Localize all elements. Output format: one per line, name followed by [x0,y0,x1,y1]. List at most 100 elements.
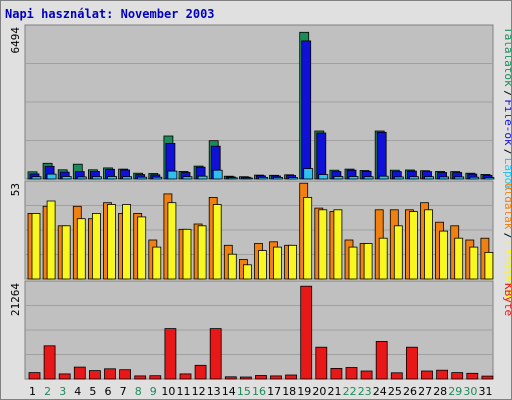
bar-top-Lapok-day-26 [408,176,419,180]
bar-middle-Oldalak-day-12 [197,225,207,280]
x-tick-label-day-28: 28 [433,385,447,398]
bar-middle-Oldalak-day-15 [242,264,252,280]
x-tick-label-day-25: 25 [388,385,402,398]
bar-middle-Oldalak-day-23 [363,243,373,280]
y-max-label-top: 6494 [9,27,22,54]
x-tick-label-day-7: 7 [120,385,127,398]
bar-top-Lapok-day-1 [31,176,42,180]
bar-bottom-KByte-day-1 [28,372,41,380]
x-tick-label-day-9: 9 [150,385,157,398]
bar-bottom-KByte-day-2 [43,345,56,380]
bar-bottom-KByte-day-10 [164,328,177,380]
bar-bottom-KByte-day-26 [405,346,418,380]
bar-bottom-KByte-day-5 [89,370,101,380]
bar-top-Lapok-day-22 [348,176,359,180]
bar-top-Fileok-day-19 [301,40,312,180]
x-tick-label-day-29: 29 [448,385,462,398]
bar-top-Lapok-day-17 [273,176,283,180]
bar-middle-Oldalak-day-22 [348,246,358,280]
bar-top-Fileok-day-20 [316,132,327,180]
bar-middle-Oldalak-day-30 [469,246,479,280]
legend-separator: / [502,233,511,240]
chart-title: Napi használat: November 2003 [5,7,215,21]
bar-top-Lapok-day-29 [454,176,465,180]
x-tick-label-day-10: 10 [161,385,175,398]
x-tick-label-day-16: 16 [252,385,266,398]
bar-middle-Oldalak-day-27 [424,209,433,280]
bar-bottom-KByte-day-9 [149,375,162,380]
x-tick-label-day-5: 5 [89,385,96,398]
bar-middle-Oldalak-day-7 [122,204,131,280]
bar-bottom-KByte-day-31 [481,375,494,380]
bar-bottom-KByte-day-23 [360,370,373,380]
y-max-label-bottom: 21264 [9,283,22,316]
bar-bottom-KByte-day-13 [209,328,222,380]
bar-bottom-KByte-day-21 [330,367,343,380]
bar-middle-Oldalak-day-16 [258,250,267,280]
bar-top-Lapok-day-21 [333,176,344,180]
bar-middle-Oldalak-day-2 [46,200,56,280]
x-tick-label-day-1: 1 [29,385,36,398]
bar-middle-Oldalak-day-3 [61,225,71,280]
x-tick-label-day-20: 20 [312,385,326,398]
x-tick-label-day-17: 17 [267,385,281,398]
bar-middle-Oldalak-day-26 [408,211,418,280]
x-tick-label-day-2: 2 [44,385,51,398]
x-tick-label-day-31: 31 [479,385,493,398]
bar-middle-Oldalak-day-9 [152,246,162,280]
bar-bottom-KByte-day-4 [73,366,86,380]
bar-middle-Oldalak-day-5 [92,212,101,280]
bar-top-Lapok-day-14 [227,177,238,180]
bar-bottom-KByte-day-30 [466,372,479,380]
bar-bottom-KByte-day-17 [270,375,282,380]
y-max-label-middle: 53 [9,183,22,196]
legend-separator: / [502,149,511,156]
bar-bottom-KByte-day-8 [134,375,147,380]
legend-label-top: File-ok [502,99,511,146]
bar-bottom-KByte-day-28 [436,369,449,380]
bar-top-Fileok-day-24 [376,131,387,180]
bar-top-Lapok-day-25 [393,176,404,180]
bar-middle-Oldalak-day-21 [333,209,343,280]
bar-middle-Oldalak-day-20 [318,209,328,280]
x-tick-label-day-30: 30 [463,385,477,398]
bar-bottom-KByte-day-7 [119,369,131,380]
bar-bottom-KByte-day-29 [451,372,464,380]
bar-middle-Oldalak-day-19 [303,196,313,280]
bar-top-Lapok-day-15 [242,177,253,180]
bar-middle-Oldalak-day-6 [107,204,116,280]
bar-bottom-KByte-day-20 [315,346,328,380]
bar-middle-Oldalak-day-10 [167,202,177,280]
bar-top-Lapok-day-19 [303,168,314,180]
bar-top-Lapok-day-24 [378,175,389,180]
bar-middle-Oldalak-day-4 [76,218,86,280]
bar-bottom-KByte-day-25 [390,372,403,380]
x-tick-label-day-18: 18 [282,385,296,398]
bar-top-Lapok-day-6 [107,176,117,180]
bar-bottom-KByte-day-22 [345,367,358,380]
bar-top-Lapok-day-7 [122,176,132,180]
bar-top-Lapok-day-11 [182,176,193,180]
bar-bottom-KByte-day-12 [194,364,207,380]
x-tick-label-day-19: 19 [297,385,311,398]
bar-middle-Oldalak-day-31 [484,251,494,280]
bar-top-Lapok-day-28 [439,176,450,180]
bar-middle-Oldalak-day-25 [393,225,403,280]
bar-bottom-KByte-day-18 [285,374,298,380]
bar-bottom-KByte-day-11 [179,373,192,380]
x-tick-label-day-6: 6 [105,385,112,398]
bar-bottom-KByte-day-3 [58,373,71,380]
x-tick-label-day-13: 13 [207,385,221,398]
x-tick-label-day-24: 24 [373,385,387,398]
bar-top-Lapok-day-18 [288,177,299,180]
bar-top-Lapok-day-16 [258,176,268,180]
x-tick-label-day-3: 3 [59,385,66,398]
bar-top-Lapok-day-12 [197,175,208,180]
bar-top-Lapok-day-4 [76,176,87,180]
bar-middle-Oldalak-day-8 [137,216,147,280]
bar-top-Lapok-day-3 [61,176,72,180]
bar-bottom-KByte-day-24 [375,340,388,380]
bar-top-Lapok-day-30 [469,176,480,180]
bar-top-Lapok-day-2 [46,173,57,180]
